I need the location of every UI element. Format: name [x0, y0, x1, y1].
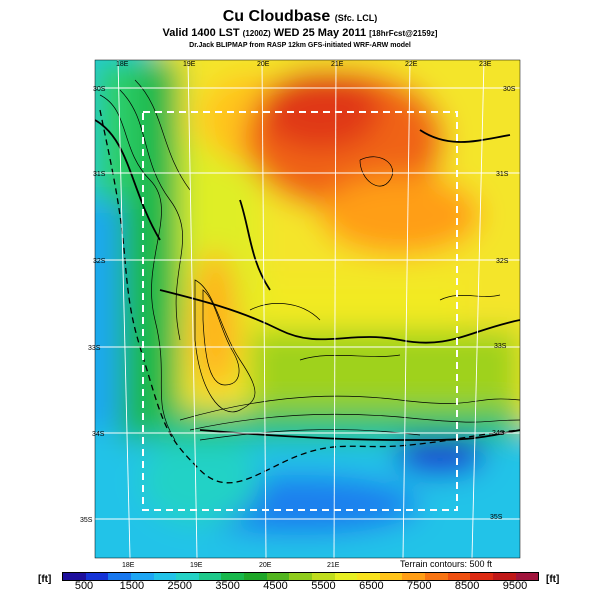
colorbar-swatch	[357, 573, 380, 580]
terrain-contours-note: Terrain contours: 500 ft	[400, 559, 493, 569]
lon-label-top: 18E	[116, 61, 129, 68]
valid-prefix: Valid	[162, 27, 189, 39]
colorbar-tick-label: 1500	[119, 580, 145, 592]
colorbar-ticks: 500 1500 2500 3500 4500 5500 6500 7500 8500 9500	[62, 580, 537, 594]
lon-label-bottom: 21E	[327, 562, 340, 569]
colorbar-swatch	[447, 573, 471, 580]
colorbar-tick-label: 2500	[167, 580, 193, 592]
title-text: Cu Cloudbase	[222, 8, 331, 25]
colorbar-swatch	[379, 573, 403, 580]
colorbar-swatch	[492, 573, 516, 580]
lon-label-top: 23E	[479, 61, 492, 68]
colorbar-swatch	[425, 573, 448, 580]
colorbar-swatch	[266, 573, 290, 580]
valid-time-line: Valid 1400 LST (1200Z) WED 25 May 2011 […	[0, 27, 600, 39]
colorbar-swatch	[311, 573, 335, 580]
lat-label-left: 30S	[93, 86, 106, 93]
lon-label-top: 21E	[331, 61, 344, 68]
colorbar-swatch	[153, 573, 177, 580]
colorbar-tick-label: 5500	[311, 580, 336, 592]
colorbar-swatch	[108, 573, 131, 580]
colorbar-tick-label: 4500	[263, 580, 288, 592]
lat-label-right: 34S	[492, 430, 505, 437]
lon-label-bottom: 19E	[190, 562, 203, 569]
model-credit: Dr.Jack BLIPMAP from RASP 12km GFS-initi…	[189, 42, 411, 49]
lon-label-top: 20E	[257, 61, 270, 68]
lat-label-left: 32S	[93, 258, 106, 265]
colorbar-unit-right: [ft]	[546, 574, 560, 585]
lon-label-top: 22E	[405, 61, 418, 68]
colorbar-swatch	[402, 573, 425, 580]
colorbar-swatch	[221, 573, 244, 580]
valid-date: WED 25 May 2011	[273, 27, 367, 39]
lon-label-top: 19E	[183, 61, 196, 68]
colorbar-swatch	[63, 573, 86, 580]
colorbar-swatch	[198, 573, 222, 580]
colorbar-swatch	[176, 573, 199, 580]
colorbar-swatch	[130, 573, 154, 580]
colorbar	[62, 572, 539, 581]
colorbar-swatch	[85, 573, 109, 580]
lat-label-left: 35S	[80, 517, 93, 524]
colorbar-swatch	[334, 573, 358, 580]
colorbar-swatch	[244, 573, 267, 580]
lat-label-right: 33S	[494, 343, 507, 350]
colorbar-tick-label: 3500	[215, 580, 240, 592]
colorbar-swatch	[470, 573, 493, 580]
colorbar-swatch	[289, 573, 312, 580]
lon-label-bottom: 20E	[259, 562, 272, 569]
forecast-info: [18hrFcst@2159z]	[369, 29, 438, 38]
colorbar-tick-label: 8500	[454, 580, 480, 592]
colorbar-swatch	[515, 573, 539, 580]
lat-label-right: 32S	[496, 258, 509, 265]
lon-label-bottom: 18E	[122, 562, 135, 569]
lat-label-left: 31S	[93, 171, 106, 178]
lat-label-right: 30S	[503, 86, 516, 93]
lat-label-right: 31S	[496, 171, 509, 178]
colorbar-tick-label: 6500	[359, 580, 384, 592]
colorbar-tick-label: 9500	[502, 580, 528, 592]
colorbar-tick-label: 7500	[406, 580, 432, 592]
lat-label-left: 33S	[88, 345, 101, 352]
title-suffix: (Sfc. LCL)	[334, 13, 378, 23]
colorbar-tick-label: 500	[74, 580, 94, 592]
lat-label-right: 35S	[490, 514, 503, 521]
valid-utc: (1200Z)	[242, 29, 271, 38]
lat-label-left: 34S	[92, 431, 105, 438]
colorbar-unit-left: [ft]	[38, 574, 52, 585]
chart-title: Cu Cloudbase (Sfc. LCL)	[0, 8, 600, 26]
valid-time: 1400 LST	[191, 27, 240, 39]
